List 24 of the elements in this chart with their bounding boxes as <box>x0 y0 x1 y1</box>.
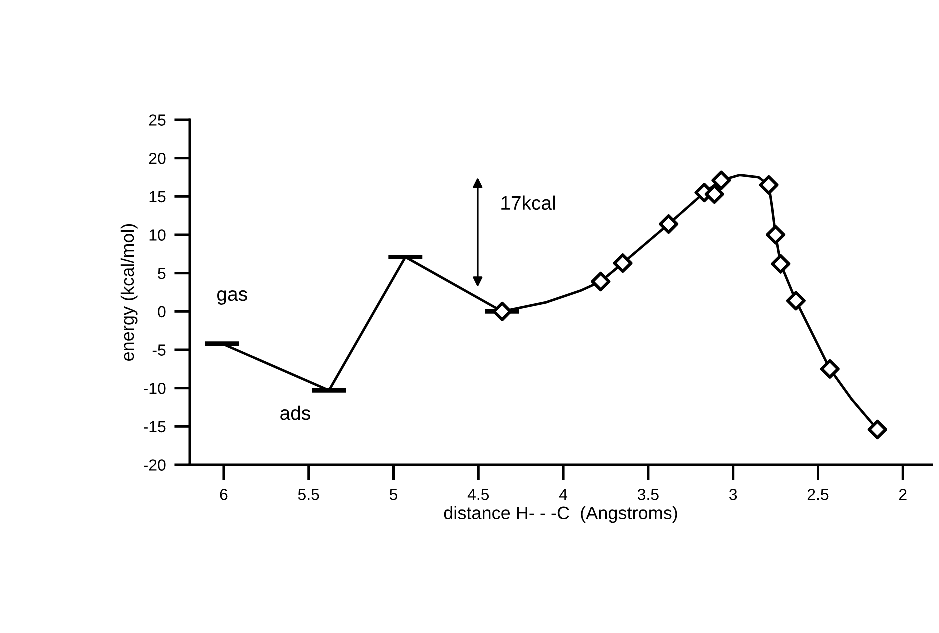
annotation: gas <box>218 290 248 306</box>
x-tick-label: 6 <box>220 489 228 500</box>
y-tick-label: -20 <box>144 460 166 471</box>
y-tick-label: 10 <box>150 230 166 241</box>
y-tick-label: 15 <box>150 191 166 203</box>
y-tick-label: -10 <box>144 382 166 394</box>
x-tick-label: 3 <box>730 489 738 500</box>
x-tick-label: 5 <box>390 489 398 500</box>
y-tick-label: 5 <box>158 268 166 280</box>
x-axis-title: distance H- - -C (Angstroms) <box>444 506 678 524</box>
x-tick-label: 4.5 <box>468 489 490 500</box>
annotation: ads <box>280 406 310 420</box>
x-tick-label: 5.5 <box>298 489 320 500</box>
x-tick-label: 3.5 <box>638 489 659 500</box>
y-axis-title: energy (kcal/mol) <box>120 224 138 361</box>
x-tick-label: 2 <box>900 489 907 500</box>
y-tick-label: 25 <box>149 114 166 126</box>
annotation: 17kcal <box>502 196 556 210</box>
y-tick-label: -15 <box>144 421 166 433</box>
y-tick-label: 0 <box>158 306 166 318</box>
x-tick-label: 2.5 <box>808 489 829 500</box>
y-tick-label: 20 <box>149 152 166 164</box>
y-tick-label: -5 <box>152 344 166 356</box>
x-tick-label: 4 <box>559 489 568 500</box>
